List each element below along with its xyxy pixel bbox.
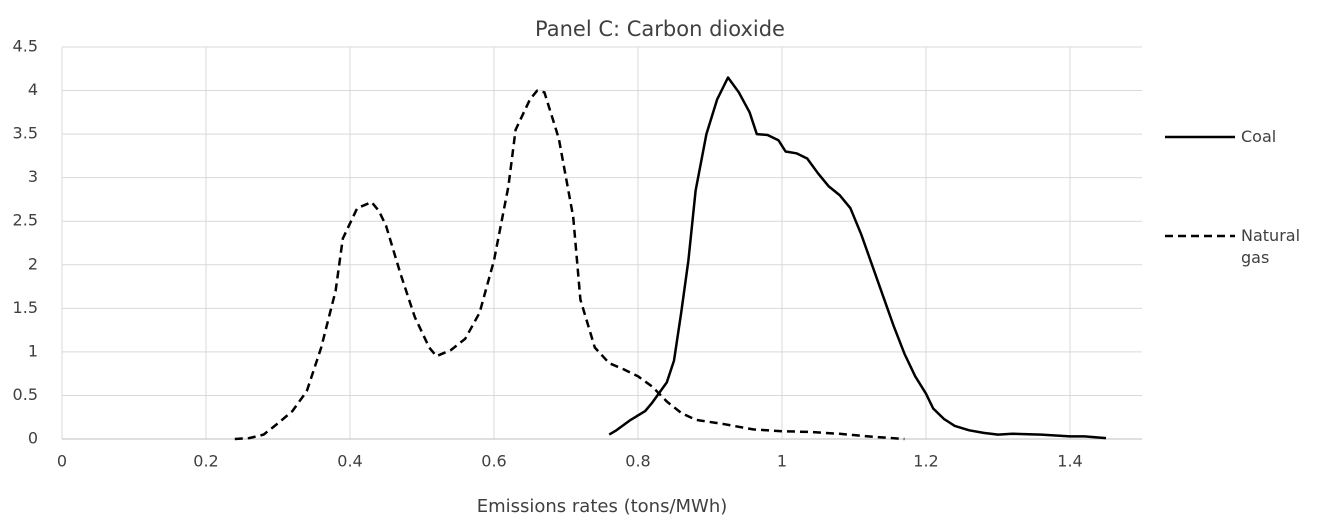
x-tick-label: 1 — [777, 452, 787, 471]
x-tick-label: 1.2 — [913, 452, 938, 471]
y-tick-label: 0.5 — [13, 385, 38, 404]
x-axis-title: Emissions rates (tons/MWh) — [477, 496, 728, 517]
y-tick-label: 1.5 — [13, 298, 38, 317]
y-tick-label: 0 — [28, 429, 38, 448]
series-line — [608, 76, 1107, 440]
y-tick-label: 2.5 — [13, 211, 38, 230]
x-tick-label: 0.4 — [337, 452, 362, 471]
x-tick-label: 0.8 — [625, 452, 650, 471]
y-tick-label: 3.5 — [13, 124, 38, 143]
y-tick-label: 4 — [28, 80, 38, 99]
y-tick-label: 1 — [28, 341, 38, 360]
legend-label: Natural gas — [1241, 226, 1301, 267]
x-tick-label: 0.2 — [193, 452, 218, 471]
y-tick-label: 3 — [28, 167, 38, 186]
x-tick-label: 0.6 — [481, 452, 506, 471]
y-tick-label: 4.5 — [13, 37, 38, 56]
x-tick-label: 0 — [57, 452, 67, 471]
x-tick-label: 1.4 — [1057, 452, 1082, 471]
legend-label: Coal — [1241, 127, 1277, 146]
y-tick-label: 2 — [28, 254, 38, 273]
chart-title: Panel C: Carbon dioxide — [535, 17, 785, 41]
